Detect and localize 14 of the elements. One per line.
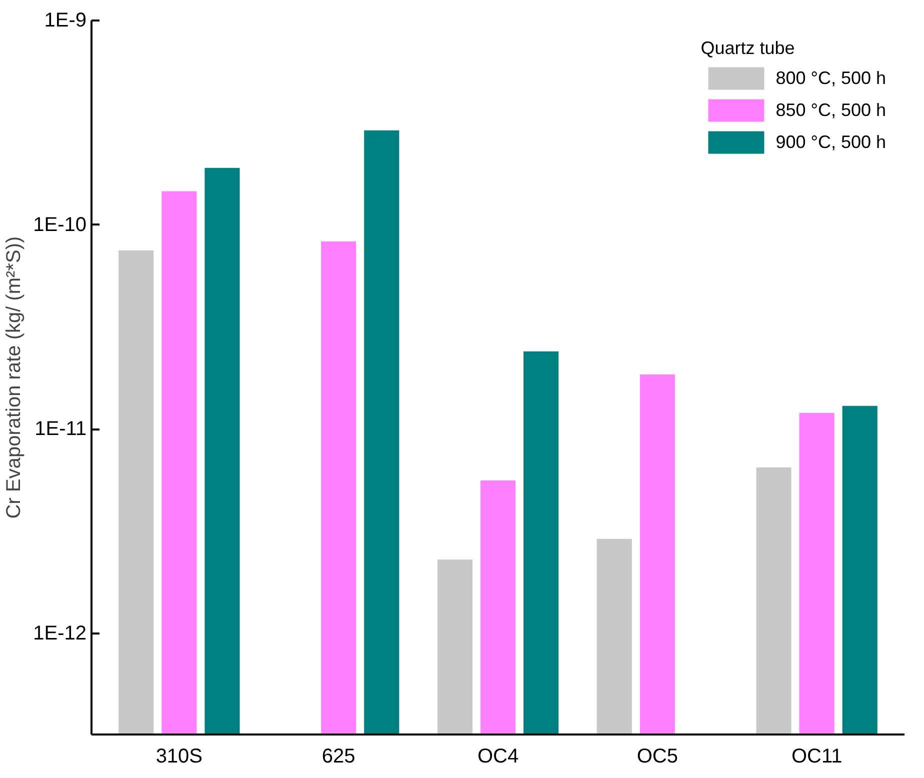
y-axis-title: Cr Evaporation rate (kg/ (m²*S)) [3,236,26,519]
x-tick-label: OC5 [636,746,678,768]
x-tick-label: 310S [156,746,203,768]
y-tick-label: 1E-12 [33,622,87,644]
x-tick-label: OC4 [477,746,519,768]
y-tick-label: 1E-9 [44,10,87,32]
legend-label: 850 °C, 500 h [776,100,886,120]
x-tick-label: OC11 [791,746,842,768]
y-tick-label: 1E-11 [34,418,87,440]
y-tick-label: 1E-10 [33,214,87,236]
x-tick-label: 625 [322,746,356,768]
legend-label: 800 °C, 500 h [776,68,886,88]
legend-label: 900 °C, 500 h [776,132,886,152]
legend-title: Quartz tube [700,38,796,59]
